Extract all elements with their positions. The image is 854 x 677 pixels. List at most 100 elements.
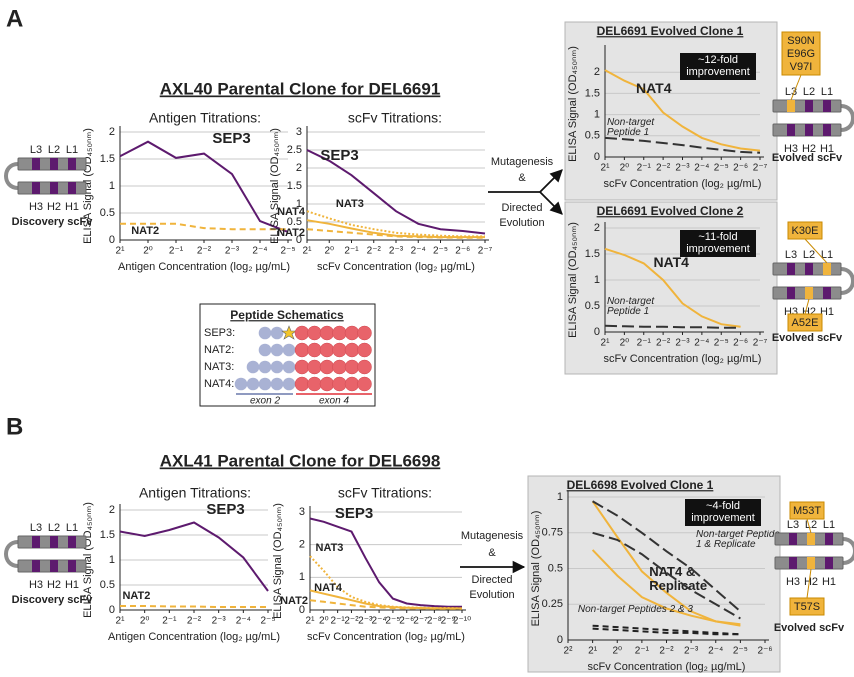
cdr-loop: [825, 557, 833, 569]
panel-background: [564, 21, 778, 201]
cdr-loop: [32, 560, 40, 572]
y-tick-label: 0: [109, 234, 115, 246]
exon4-residue: [319, 376, 335, 392]
loop-label: H3: [784, 143, 798, 155]
annotation: ~12-fold improvement: [680, 53, 756, 81]
x-tick-label: 2⁻⁶: [758, 646, 773, 657]
series-label-box: Non-target Peptides 2 & 3: [578, 605, 693, 615]
annotation: ~4-fold improvement: [685, 499, 761, 527]
arrow-label: Evolution: [469, 589, 514, 601]
loop-label: H3: [786, 576, 800, 588]
series-line: [604, 324, 741, 329]
exon2-residue: [258, 360, 272, 374]
y-axis-label: ELISA Signal (OD₄₅₀ₙₘ): [567, 46, 579, 162]
exon4-residue: [344, 376, 360, 392]
linker: [4, 162, 19, 190]
x-tick-label: 2²: [564, 646, 574, 657]
loop-label: H1: [820, 306, 834, 318]
annotation: ~11-fold improvement: [680, 230, 756, 258]
exon4-residue: [294, 342, 310, 358]
cdr-loop: [32, 158, 40, 170]
loop-label: L2: [48, 144, 60, 156]
x-tick-label: 2⁻³: [358, 616, 373, 627]
series-label-box: NAT3: [336, 199, 364, 210]
y-tick-label: 1: [594, 109, 600, 121]
series-label-box: SEP3: [320, 148, 359, 165]
x-tick-label: 2⁻⁴: [708, 646, 723, 657]
series-label: NAT2: [277, 228, 305, 240]
x-tick-label: 2¹: [306, 616, 316, 627]
y-tick-label: 1: [557, 491, 563, 503]
scfv-label: Discovery scFv: [12, 216, 94, 228]
panel-letter: B: [6, 413, 23, 440]
exon4-residue: [319, 359, 335, 375]
exon2-residue: [282, 360, 296, 374]
series-label: SEP3: [212, 131, 251, 148]
series-label: SEP3: [320, 148, 359, 165]
x-tick-label: 2⁻²: [656, 163, 671, 174]
x-axis-label: scFv Concentration (log₂ µg/mL): [604, 178, 762, 190]
exon4-residue: [294, 359, 310, 375]
scfv-label: Discovery scFv: [12, 594, 94, 606]
cdr-loop: [68, 560, 76, 572]
loop-label: H1: [822, 576, 836, 588]
x-tick-label: 2⁻⁶: [733, 338, 748, 349]
loop-label: H2: [804, 576, 818, 588]
mutation: K30E: [792, 225, 819, 237]
exon4-residue: [357, 359, 372, 375]
x-tick-label: 2⁰: [620, 338, 630, 349]
chart-title: scFv Titrations:: [338, 485, 432, 501]
cdr-loop: [823, 100, 831, 112]
x-axis-label: Antigen Concentration (log₂ µg/mL): [118, 261, 290, 273]
loop-label: L2: [803, 86, 815, 98]
arrow-label: &: [518, 172, 526, 184]
exon2-residue: [270, 343, 284, 357]
series-line: [604, 69, 761, 152]
mutation-pointer: [804, 238, 828, 264]
series-label-box: NAT2: [122, 591, 150, 602]
exon4-residue: [344, 342, 360, 358]
series-line: [309, 517, 462, 608]
series-label: NAT2: [280, 596, 308, 608]
y-tick-label: 0.5: [100, 207, 115, 219]
x-tick-label: 2⁻⁶: [733, 163, 748, 174]
chart-title: scFv Titrations:: [348, 110, 442, 126]
x-tick-label: 2⁻⁷: [753, 338, 768, 349]
peptide-name: NAT3:: [204, 361, 234, 373]
x-tick-label: 2⁻⁷: [413, 616, 428, 627]
series-label: NAT3: [315, 542, 344, 554]
cdr-loop: [823, 287, 831, 299]
y-tick-label: 0.5: [100, 579, 115, 591]
x-tick-label: 2⁻³: [684, 646, 699, 657]
series-label: SEP3: [334, 506, 374, 523]
series-label-box: SEP3: [212, 131, 251, 148]
y-tick-label: 0.5: [585, 300, 600, 312]
scfv-label: Evolved scFv: [772, 152, 843, 164]
exon2-residue: [258, 343, 272, 357]
series-line: [592, 627, 741, 636]
series-label: Non-target Peptide 1 & Replicate: [696, 529, 780, 551]
loop-label: L1: [66, 522, 78, 534]
y-tick-label: 1: [109, 554, 115, 566]
series-line: [604, 136, 761, 154]
cdr-loop: [823, 124, 831, 136]
annotation-box: ~11-fold improvement: [680, 230, 756, 258]
series-label-box: NAT4: [314, 583, 342, 594]
series-label: Non-target Peptide 1: [606, 296, 655, 318]
series-label-box: Non-target Peptide 1: [606, 296, 655, 318]
x-tick-label: 2⁻¹⁰: [453, 616, 471, 627]
mutation-box: [787, 313, 823, 332]
series-label-box: Non-target Peptide 1 & Replicate: [696, 529, 780, 551]
cdr-loop: [823, 263, 831, 275]
loop-label: H1: [820, 143, 834, 155]
y-tick-label: 1.5: [100, 529, 115, 541]
x-tick-label: 2⁻²: [197, 246, 212, 257]
cdr-loop: [789, 557, 797, 569]
y-tick-label: 2: [299, 539, 305, 551]
y-tick-label: 0.5: [585, 130, 600, 142]
y-tick-label: 2.5: [287, 144, 302, 156]
series-line: [592, 624, 741, 636]
y-tick-label: 1.5: [287, 180, 302, 192]
y-tick-label: 1.5: [100, 153, 115, 165]
cdr-loop: [50, 536, 58, 548]
